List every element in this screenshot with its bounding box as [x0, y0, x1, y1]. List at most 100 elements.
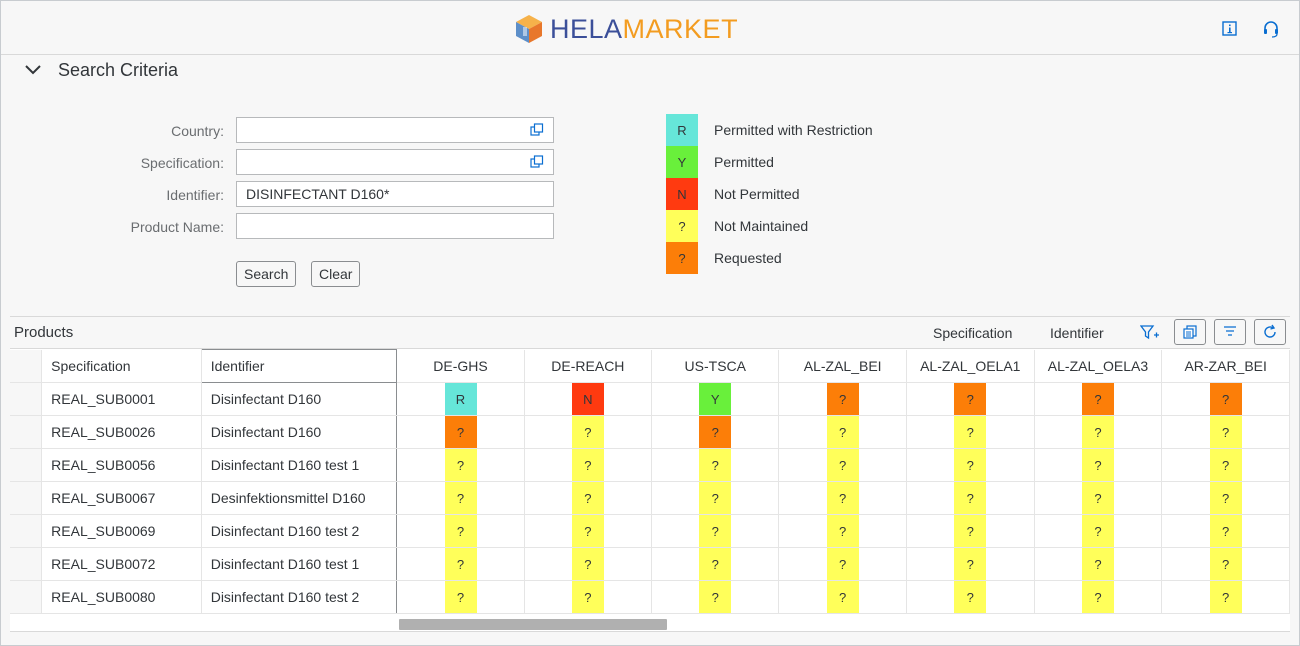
cell-status[interactable]: ?	[396, 448, 525, 482]
cell-status[interactable]: ?	[1161, 481, 1290, 515]
country-input[interactable]	[236, 117, 554, 143]
identifier-sort-link[interactable]: Identifier	[1050, 325, 1104, 341]
column-header-al-zal-oela1[interactable]: AL-ZAL_OELA1	[906, 349, 1035, 383]
cell-status[interactable]: ?	[524, 448, 653, 482]
cell-specification: REAL_SUB0069	[41, 514, 202, 548]
cell-status[interactable]: ?	[524, 481, 653, 515]
cell-status[interactable]: ?	[1161, 514, 1290, 548]
cell-status[interactable]: ?	[651, 514, 780, 548]
cell-status[interactable]: ?	[651, 448, 780, 482]
table-row[interactable]: REAL_SUB0069 Disinfectant D160 test 2????…	[10, 514, 1290, 548]
table-row[interactable]: REAL_SUB0067 Desinfektionsmittel D160????…	[10, 481, 1290, 515]
column-header-us-tsca[interactable]: US-TSCA	[651, 349, 780, 383]
country-label: Country:	[171, 123, 224, 139]
cell-status[interactable]: ?	[778, 382, 907, 416]
column-header-specification[interactable]: Specification	[41, 349, 202, 383]
cell-status[interactable]: ?	[396, 481, 525, 515]
value-help-icon[interactable]	[530, 123, 544, 137]
search-criteria-toggle[interactable]: Search Criteria	[24, 58, 178, 82]
cell-status[interactable]: ?	[524, 547, 653, 581]
cell-status[interactable]: ?	[396, 514, 525, 548]
product-name-input[interactable]	[236, 213, 554, 239]
status-badge: ?	[699, 515, 732, 547]
cell-status[interactable]: ?	[906, 415, 1035, 449]
column-header-al-zal-oela3[interactable]: AL-ZAL_OELA3	[1034, 349, 1163, 383]
cell-status[interactable]: ?	[778, 448, 907, 482]
status-badge: ?	[954, 416, 987, 448]
export-button[interactable]	[1174, 319, 1206, 345]
cell-status[interactable]: ?	[1161, 415, 1290, 449]
headset-icon[interactable]	[1262, 20, 1280, 38]
cell-status[interactable]: ?	[396, 580, 525, 614]
cell-status[interactable]: N	[524, 382, 653, 416]
cell-status[interactable]: ?	[906, 382, 1035, 416]
cell-status[interactable]: ?	[1161, 547, 1290, 581]
cell-status[interactable]: ?	[778, 415, 907, 449]
table-row[interactable]: REAL_SUB0072 Disinfectant D160 test 1????…	[10, 547, 1290, 581]
cell-status[interactable]: ?	[1161, 382, 1290, 416]
row-selector[interactable]	[10, 514, 43, 548]
cell-status[interactable]: ?	[778, 481, 907, 515]
identifier-input[interactable]: DISINFECTANT D160*	[236, 181, 554, 207]
table-row[interactable]: REAL_SUB0080 Disinfectant D160 test 2????…	[10, 580, 1290, 614]
specification-input[interactable]	[236, 149, 554, 175]
cell-status[interactable]: ?	[524, 580, 653, 614]
horizontal-scrollbar[interactable]	[399, 619, 667, 630]
cell-status[interactable]: ?	[1034, 514, 1163, 548]
cell-status[interactable]: ?	[906, 481, 1035, 515]
row-selector[interactable]	[10, 415, 43, 449]
table-row[interactable]: REAL_SUB0056 Disinfectant D160 test 1????…	[10, 448, 1290, 482]
status-badge: ?	[571, 515, 604, 547]
status-badge: ?	[826, 383, 859, 415]
cell-status[interactable]: ?	[906, 448, 1035, 482]
cell-status[interactable]: ?	[778, 514, 907, 548]
status-badge: ?	[1082, 581, 1114, 613]
row-selector[interactable]	[10, 448, 43, 482]
cell-status[interactable]: ?	[524, 415, 653, 449]
cell-status[interactable]: ?	[651, 481, 780, 515]
cell-status[interactable]: R	[396, 382, 525, 416]
row-selector[interactable]	[10, 580, 43, 614]
cell-status[interactable]: ?	[906, 514, 1035, 548]
cell-status[interactable]: ?	[651, 547, 780, 581]
value-help-icon[interactable]	[530, 155, 544, 169]
cell-status[interactable]: ?	[651, 580, 780, 614]
refresh-button[interactable]	[1254, 319, 1286, 345]
status-badge: ?	[826, 581, 859, 613]
column-header-al-zal-bei[interactable]: AL-ZAL_BEI	[778, 349, 907, 383]
cell-status[interactable]: ?	[651, 415, 780, 449]
cell-status[interactable]: ?	[1034, 580, 1163, 614]
search-button[interactable]: Search	[236, 261, 297, 287]
cell-status[interactable]: ?	[1034, 415, 1163, 449]
cell-status[interactable]: ?	[906, 547, 1035, 581]
cell-status[interactable]: ?	[396, 415, 525, 449]
column-header-de-ghs[interactable]: DE-GHS	[396, 349, 525, 383]
specification-sort-link[interactable]: Specification	[933, 325, 1013, 341]
cell-status[interactable]: ?	[396, 547, 525, 581]
cell-status[interactable]: ?	[1034, 448, 1163, 482]
cell-status[interactable]: ?	[778, 547, 907, 581]
cell-status[interactable]: ?	[1034, 547, 1163, 581]
status-badge: ?	[571, 449, 604, 481]
select-all-cell[interactable]	[10, 349, 43, 383]
column-header-de-reach[interactable]: DE-REACH	[524, 349, 653, 383]
cell-status[interactable]: ?	[1034, 382, 1163, 416]
clear-button[interactable]: Clear	[311, 261, 361, 287]
filter-add-icon[interactable]	[1139, 324, 1160, 347]
row-selector[interactable]	[10, 547, 43, 581]
cell-status[interactable]: ?	[1034, 481, 1163, 515]
settings-button[interactable]	[1214, 319, 1246, 345]
cell-status[interactable]: ?	[1161, 448, 1290, 482]
table-row[interactable]: REAL_SUB0001 Disinfectant D160 R N Y????	[10, 382, 1290, 416]
cell-status[interactable]: ?	[524, 514, 653, 548]
cell-status[interactable]: Y	[651, 382, 780, 416]
info-icon[interactable]	[1221, 20, 1239, 38]
table-row[interactable]: REAL_SUB0026 Disinfectant D160???????	[10, 415, 1290, 449]
cell-status[interactable]: ?	[1161, 580, 1290, 614]
column-header-identifier[interactable]: Identifier	[200, 349, 398, 383]
cell-status[interactable]: ?	[778, 580, 907, 614]
row-selector[interactable]	[10, 382, 43, 416]
row-selector[interactable]	[10, 481, 43, 515]
cell-status[interactable]: ?	[906, 580, 1035, 614]
column-header-ar-zar-bei[interactable]: AR-ZAR_BEI	[1161, 349, 1290, 383]
